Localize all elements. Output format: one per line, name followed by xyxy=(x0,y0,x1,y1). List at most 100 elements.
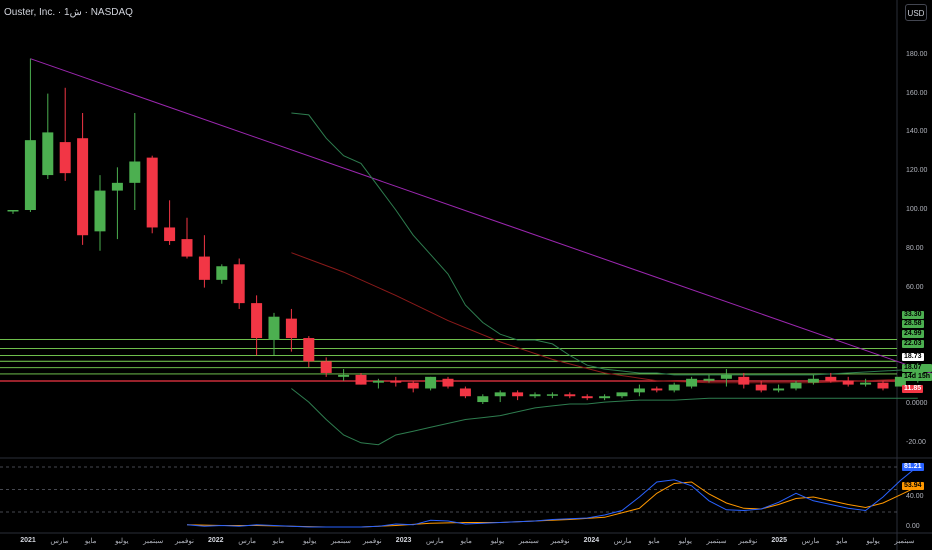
time-tick-label: سبتمبر xyxy=(706,538,727,545)
candle-body xyxy=(425,376,437,389)
band-lower-line xyxy=(291,388,918,446)
candle-body xyxy=(773,388,785,391)
candle-body xyxy=(790,382,802,389)
trendline xyxy=(30,58,932,375)
candle-body xyxy=(320,361,332,373)
currency-button[interactable]: USD xyxy=(905,4,927,21)
candle-body xyxy=(459,388,471,397)
candle-body xyxy=(164,227,176,242)
price-tick-label: 180.00 xyxy=(906,50,928,58)
price-tag: 28.58 xyxy=(902,320,924,328)
candle-body xyxy=(738,376,750,385)
candle-body xyxy=(94,190,106,232)
candle-body xyxy=(372,380,384,383)
price-tag: 18.07 xyxy=(902,364,932,372)
time-tick-label: يوليو xyxy=(115,538,129,545)
candle-body xyxy=(268,316,280,340)
time-tick-label: سبتمبر xyxy=(330,538,352,545)
moving-average-line xyxy=(291,252,918,384)
symbol-title[interactable]: Ouster, Inc. · 1ش · NASDAQ xyxy=(4,7,133,18)
time-tick-label: نوفمبر xyxy=(362,538,382,545)
candle-body xyxy=(285,318,297,339)
price-tag: 14d 15h xyxy=(902,373,932,381)
price-tick-label: 60.00 xyxy=(906,283,924,291)
candle-body xyxy=(668,384,680,391)
candle-body xyxy=(477,396,489,403)
price-tag: 18.73 xyxy=(902,353,924,361)
time-tick-label: يوليو xyxy=(490,538,505,545)
candle-body xyxy=(338,374,350,377)
time-tick-label: مارس xyxy=(425,538,444,545)
time-tick-label: 2025 xyxy=(771,537,787,544)
price-tick-label: 80.00 xyxy=(906,244,924,252)
time-tick-label: يوليو xyxy=(302,538,317,545)
candle-body xyxy=(407,382,419,389)
candle-body xyxy=(703,378,715,381)
time-tick-label: مايو xyxy=(84,538,97,545)
oscillator-tick-label: 40.00 xyxy=(906,493,924,500)
candle-body xyxy=(599,396,611,399)
time-tick-label: مارس xyxy=(613,538,632,545)
time-tick-label: مايو xyxy=(648,538,660,545)
oscillator-tag: 81.21 xyxy=(902,463,924,471)
candle-body xyxy=(894,376,906,387)
candle-body xyxy=(181,239,193,257)
candle-body xyxy=(842,380,854,385)
candle-body xyxy=(390,380,402,383)
candle-body xyxy=(146,157,158,228)
time-tick-label: سبتمبر xyxy=(518,538,539,545)
candle-body xyxy=(198,256,210,280)
time-tick-label: نوفمبر xyxy=(738,538,758,545)
candle-body xyxy=(42,132,54,176)
time-tick-label: مارس xyxy=(238,538,256,545)
candle-body xyxy=(755,384,767,391)
price-tick-label: -20.00 xyxy=(906,438,926,446)
time-tick-label: مايو xyxy=(272,538,285,545)
candle-body xyxy=(860,382,872,385)
price-tick-label: 120.00 xyxy=(906,167,928,175)
candle-body xyxy=(616,392,628,397)
price-tick-label: 100.00 xyxy=(906,206,928,213)
time-tick-label: 2023 xyxy=(395,537,412,544)
candle-body xyxy=(633,388,645,393)
time-tick-label: مايو xyxy=(836,538,848,545)
candle-body xyxy=(24,140,36,210)
candle-body xyxy=(546,394,558,396)
candle-body xyxy=(494,392,506,397)
oscillator-tag: 53.94 xyxy=(902,482,924,490)
price-tag: 22.03 xyxy=(902,340,924,348)
time-tick-label: يوليو xyxy=(866,538,880,545)
time-tick-label: 2024 xyxy=(583,537,600,544)
price-tick-label: 140.00 xyxy=(906,128,928,136)
oscillator-fast-line xyxy=(186,465,919,528)
candle-body xyxy=(7,210,19,212)
candle-body xyxy=(720,374,732,379)
candle-body xyxy=(877,382,889,389)
price-tick-label: 160.00 xyxy=(906,89,928,97)
candle-body xyxy=(216,266,228,280)
candle-body xyxy=(77,138,89,236)
time-tick-label: نوفمبر xyxy=(550,538,570,545)
band-upper-line xyxy=(291,112,918,376)
time-tick-label: 2022 xyxy=(208,537,224,544)
candle-body xyxy=(651,388,663,391)
time-tick-label: مايو xyxy=(460,538,472,545)
price-tick-label: 0.0000 xyxy=(906,400,928,407)
oscillator-tick-label: 0.00 xyxy=(906,523,920,530)
candle-body xyxy=(251,303,263,339)
candle-body xyxy=(564,394,576,397)
candle-body xyxy=(442,378,454,387)
candle-body xyxy=(581,396,593,399)
candle-body xyxy=(686,378,698,387)
time-tick-label: 2021 xyxy=(20,537,36,544)
candle-body xyxy=(355,374,367,385)
candle-body xyxy=(303,338,315,362)
candle-body xyxy=(529,394,541,397)
price-tag: 24.99 xyxy=(902,330,924,338)
oscillator-slow-line xyxy=(186,481,919,528)
time-tick-label: مارس xyxy=(50,538,69,545)
time-tick-label: سبتمبر xyxy=(894,538,915,545)
candle-body xyxy=(59,142,71,174)
price-tag: 33.30 xyxy=(902,311,924,319)
